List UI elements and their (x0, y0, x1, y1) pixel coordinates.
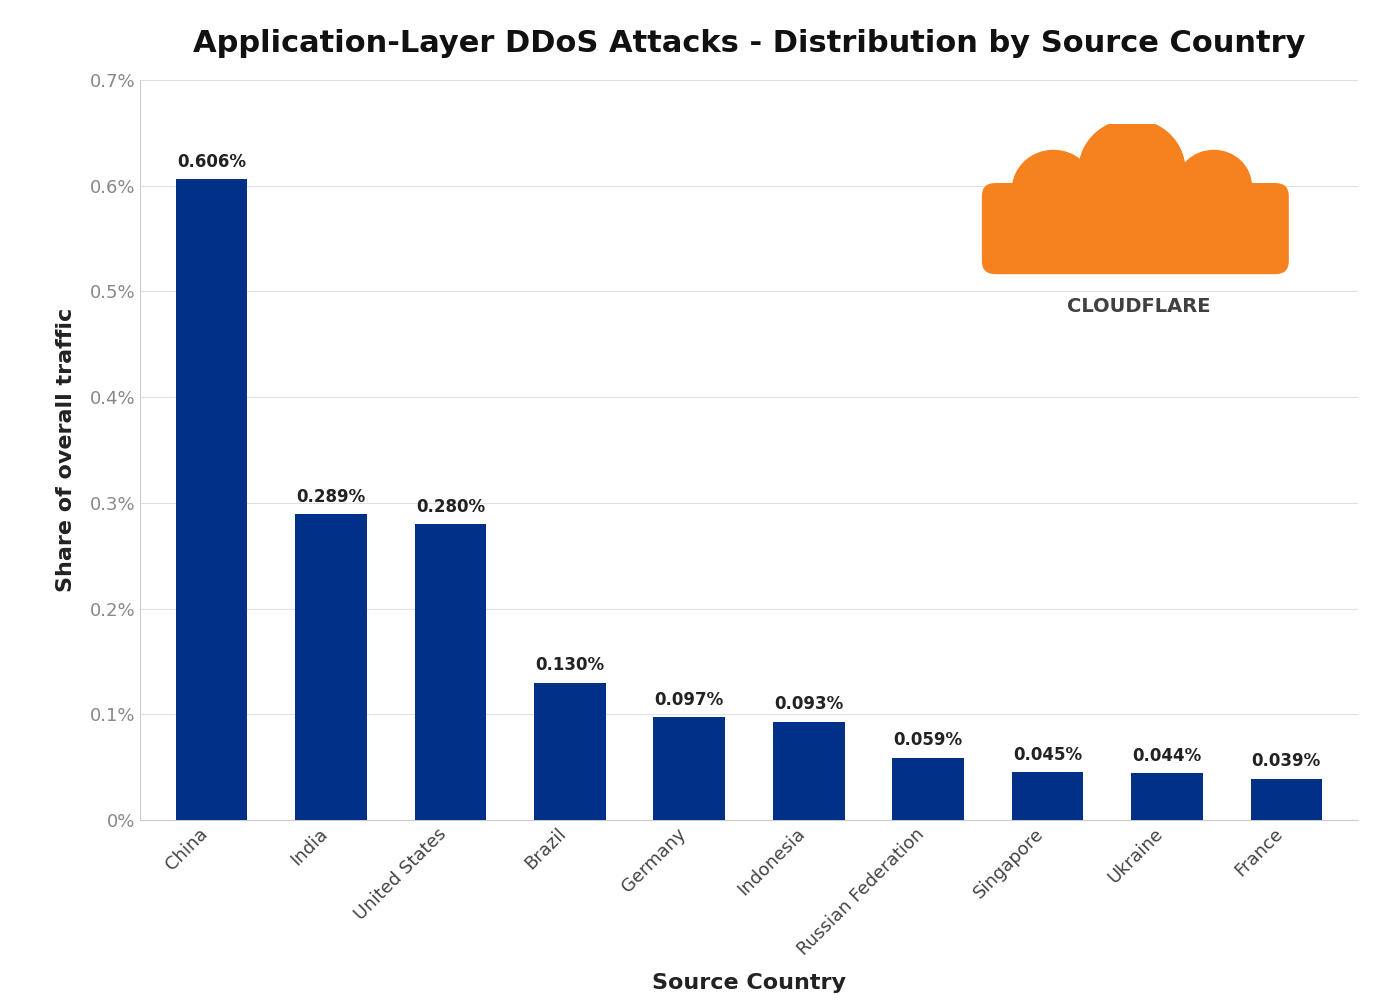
Text: 0.039%: 0.039% (1252, 752, 1322, 770)
Bar (654, 717, 725, 820)
Bar (533, 683, 606, 820)
Bar (1131, 773, 1203, 820)
Text: 0.130%: 0.130% (535, 656, 605, 674)
Bar (414, 524, 486, 820)
Text: 0.045%: 0.045% (1014, 746, 1082, 764)
Bar (1012, 772, 1084, 820)
Bar (176, 179, 248, 820)
Text: 0.059%: 0.059% (893, 731, 963, 749)
Text: 0.289%: 0.289% (297, 488, 365, 506)
Bar (295, 514, 367, 820)
Bar (892, 758, 965, 820)
Bar (773, 722, 844, 820)
X-axis label: Source Country: Source Country (652, 973, 846, 993)
Text: 0.097%: 0.097% (655, 691, 724, 709)
Bar (1250, 779, 1322, 820)
Text: 0.606%: 0.606% (178, 153, 246, 171)
Text: 0.044%: 0.044% (1133, 747, 1201, 765)
Y-axis label: Share of overall traffic: Share of overall traffic (56, 308, 76, 592)
Text: 0.280%: 0.280% (416, 498, 484, 516)
Text: 0.093%: 0.093% (774, 695, 843, 713)
Title: Application-Layer DDoS Attacks - Distribution by Source Country: Application-Layer DDoS Attacks - Distrib… (193, 29, 1305, 58)
